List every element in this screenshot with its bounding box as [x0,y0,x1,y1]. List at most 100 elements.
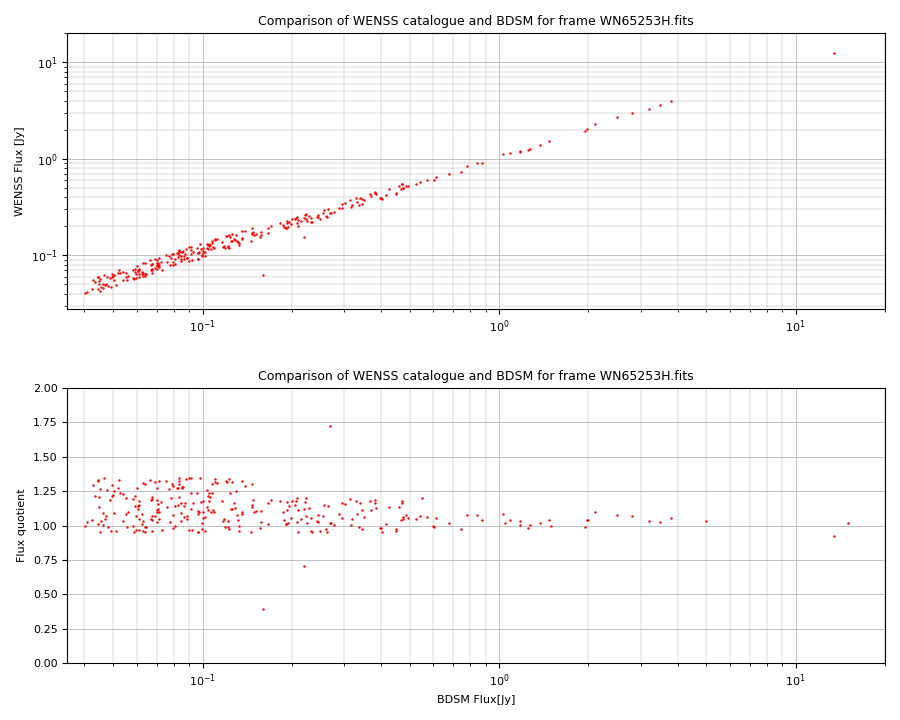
Point [496,508,510,520]
Point [305,216,320,228]
Point [513,515,527,526]
Point [139,521,153,533]
Point [91,283,105,294]
Point [335,202,349,213]
Point [202,240,216,252]
Point [827,530,842,541]
Point [97,269,112,281]
Point [120,521,134,533]
Point [454,523,468,535]
Point [288,495,302,506]
Point [279,518,293,530]
Point [166,256,180,268]
Point [225,235,239,247]
Point [499,517,513,528]
Point [293,215,308,227]
Point [130,268,144,279]
Point [319,211,333,222]
Point [154,496,168,508]
Point [353,497,367,508]
Point [135,266,149,277]
Point [118,267,132,279]
Point [588,118,602,130]
Point [296,503,310,515]
Point [245,228,259,239]
Point [290,516,304,528]
Point [205,487,220,499]
Point [282,216,296,228]
Point [131,499,146,510]
Point [389,188,403,199]
Point [356,199,370,210]
Point [260,497,274,508]
Point [111,267,125,279]
Point [625,510,639,521]
Point [221,229,236,240]
Point [244,235,258,247]
Point [112,267,127,279]
Point [225,503,239,515]
Point [196,506,211,518]
Point [290,492,304,504]
Point [313,526,328,537]
Point [610,509,625,521]
Point [99,510,113,521]
Point [159,250,174,261]
Point [122,270,136,282]
Point [322,517,337,528]
Point [130,265,145,276]
Point [126,264,140,276]
Point [184,472,198,484]
Point [131,269,146,280]
Point [245,502,259,513]
Point [299,510,313,522]
Point [105,270,120,282]
Point [145,493,159,505]
Point [94,285,108,297]
Point [343,201,357,212]
Point [80,286,94,297]
Point [192,526,206,538]
Point [523,143,537,155]
Point [112,264,127,276]
Point [338,498,352,509]
Point [211,477,225,488]
Point [104,268,119,279]
Point [442,518,456,529]
Point [368,503,382,514]
Point [167,258,182,270]
Point [363,188,377,199]
Point [143,264,157,276]
Point [195,512,210,523]
Point [216,516,230,527]
Point [427,521,441,532]
Point [279,222,293,233]
Point [302,210,316,222]
Point [136,477,150,489]
Point [244,526,258,538]
Point [246,494,260,505]
Point [284,513,298,524]
Point [413,176,428,187]
Point [86,480,100,491]
Point [503,148,517,159]
Point [202,487,216,499]
Point [85,514,99,526]
Point [131,513,146,525]
Point [175,482,189,494]
Point [303,216,318,228]
Point [290,211,304,222]
Point [303,513,318,524]
Point [177,500,192,511]
Point [172,479,186,490]
Point [323,420,338,432]
Point [104,479,119,490]
Point [228,234,242,246]
Point [496,148,510,160]
Point [165,478,179,490]
Point [353,192,367,204]
Point [171,247,185,258]
Point [374,526,389,538]
Point [374,522,389,534]
Point [164,252,178,264]
